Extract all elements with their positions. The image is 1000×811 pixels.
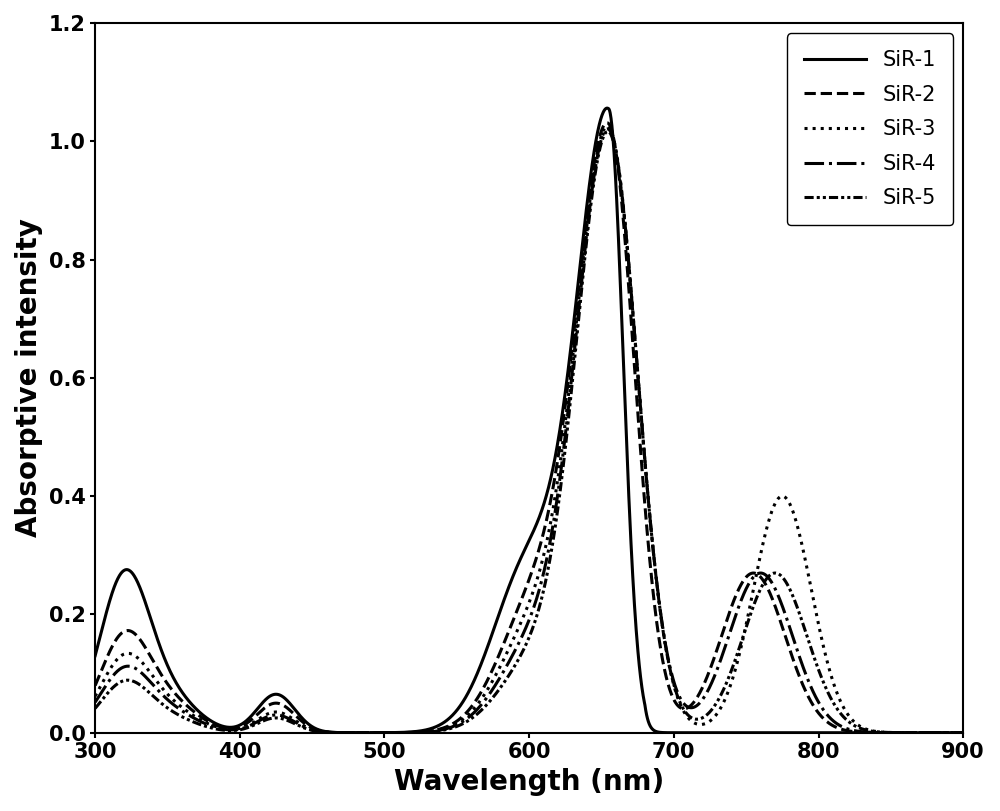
Legend: SiR-1, SiR-2, SiR-3, SiR-4, SiR-5: SiR-1, SiR-2, SiR-3, SiR-4, SiR-5: [787, 33, 953, 225]
SiR-1: [488, 623, 500, 633]
SiR-1: [932, 727, 944, 737]
SiR-2: [133, 634, 145, 644]
SiR-1: [773, 727, 785, 737]
SiR-2: [932, 727, 944, 737]
Line: SiR-4: SiR-4: [95, 129, 963, 732]
SiR-4: [932, 727, 944, 737]
SiR-3: [511, 626, 523, 636]
SiR-2: [89, 680, 101, 690]
Y-axis label: Absorptive intensity: Absorptive intensity: [15, 218, 43, 538]
SiR-4: [133, 667, 145, 676]
SiR-1: [133, 581, 145, 591]
SiR-3: [89, 691, 101, 701]
SiR-1: [89, 650, 101, 660]
SiR-2: [601, 118, 613, 127]
SiR-2: [957, 727, 969, 737]
SiR-1: [932, 727, 944, 737]
SiR-4: [511, 642, 523, 651]
SiR-5: [89, 703, 101, 713]
SiR-1: [957, 727, 969, 737]
SiR-3: [773, 493, 785, 503]
SiR-5: [932, 727, 944, 737]
SiR-4: [957, 727, 969, 737]
Line: SiR-1: SiR-1: [95, 108, 963, 732]
SiR-2: [511, 605, 523, 615]
SiR-5: [932, 727, 944, 737]
SiR-4: [602, 124, 614, 134]
SiR-5: [511, 657, 523, 667]
SiR-5: [602, 127, 614, 136]
SiR-1: [601, 103, 613, 113]
SiR-3: [133, 654, 145, 664]
SiR-5: [773, 569, 785, 579]
SiR-2: [773, 612, 785, 622]
SiR-5: [488, 691, 500, 701]
SiR-3: [932, 727, 944, 737]
SiR-3: [932, 727, 944, 737]
SiR-1: [511, 561, 523, 571]
SiR-5: [957, 727, 969, 737]
X-axis label: Wavelength (nm): Wavelength (nm): [394, 768, 664, 796]
SiR-4: [89, 697, 101, 707]
SiR-2: [488, 661, 500, 671]
SiR-3: [957, 727, 969, 737]
SiR-3: [601, 122, 613, 131]
SiR-4: [773, 593, 785, 603]
Line: SiR-2: SiR-2: [95, 122, 963, 732]
SiR-4: [488, 682, 500, 692]
SiR-5: [133, 680, 145, 689]
Line: SiR-3: SiR-3: [95, 127, 963, 732]
Line: SiR-5: SiR-5: [95, 131, 963, 732]
SiR-4: [932, 727, 944, 737]
SiR-2: [932, 727, 944, 737]
SiR-3: [488, 673, 500, 683]
